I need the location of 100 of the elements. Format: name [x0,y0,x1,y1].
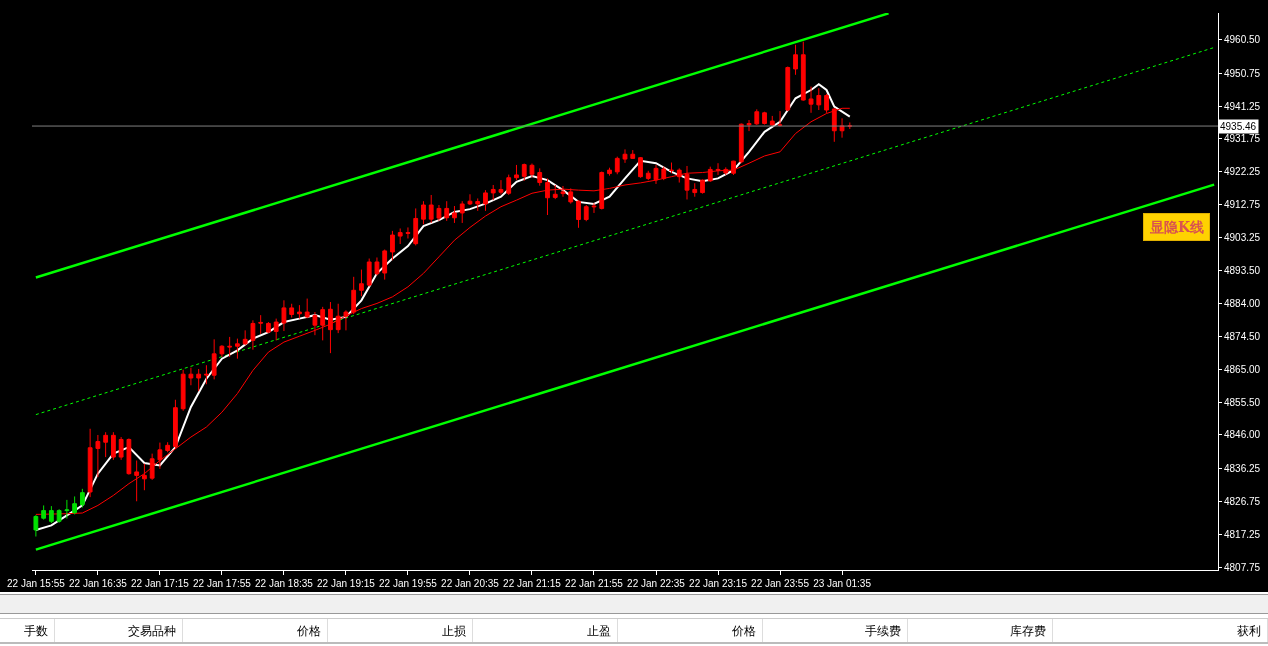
candlestick [754,108,760,126]
y-tick-label: 4855.50 [1224,396,1261,408]
candlestick [56,508,62,524]
y-tick-label: 4912.75 [1224,198,1261,210]
candlestick [707,166,713,183]
text: 止损 [328,619,473,642]
candlestick [421,200,426,225]
y-tick-label: 4807.75 [1224,561,1261,573]
candlestick [638,156,643,179]
candlestick [366,258,372,287]
candlestick [552,184,558,200]
candlestick [545,177,550,216]
y-tick-label: 4960.50 [1224,34,1261,46]
candlestick [79,488,85,508]
candlestick [297,304,302,320]
candlestick [452,205,457,224]
candlestick [793,44,798,76]
x-tick-label: 22 Jan 17:15 [130,578,190,589]
candlestick [653,164,659,185]
candlestick [467,193,473,206]
candlestick [320,306,326,341]
y-tick-label: 4817.25 [1224,528,1261,540]
candlestick [397,227,403,245]
candlestick [304,298,310,319]
candlestick [607,167,612,177]
candlestick [514,164,519,181]
candlestick [390,230,395,261]
candlestick [33,514,39,537]
candlestick [359,269,364,297]
y-tick-label: 4950.75 [1224,67,1261,79]
candlestick [413,207,419,246]
candlestick [149,453,155,481]
candlestick [188,367,194,386]
candlestick [475,197,481,212]
candlestick [258,314,264,335]
candlestick [242,329,248,346]
annotation: 显隐K线 [1149,219,1205,235]
candlestick [173,399,178,450]
x-tick-label: 22 Jan 18:35 [255,578,314,589]
candlestick [211,338,217,380]
x-tick-label: 22 Jan 15:55 [6,578,66,589]
candlestick [715,162,721,176]
text: 库存费 [908,619,1053,642]
candlestick [48,505,54,524]
candlestick [459,200,465,224]
candlestick [800,41,806,102]
candlestick [692,182,698,198]
y-tick-label: 4941.25 [1224,100,1261,112]
text: 价格 [183,619,328,642]
candlestick [41,504,47,521]
text: 交易品种 [55,619,183,642]
candlestick [591,202,597,214]
candlestick [134,460,140,502]
candlestick [165,441,171,453]
candlestick [273,318,279,341]
candlestick [250,319,256,351]
candlestick [645,170,651,181]
candlestick [622,148,628,164]
x-tick-label: 22 Jan 16:35 [68,578,128,589]
candlestick [583,204,589,222]
ref-line-label: 4935.46 [1220,121,1257,132]
candlestick [599,171,605,210]
candlestick [428,194,434,224]
candlestick [444,200,450,222]
candlestick [142,463,147,491]
candlestick [180,369,186,412]
candlestick [529,163,535,178]
candlestick [103,431,109,458]
candlestick [281,299,287,332]
candlestick [335,303,341,334]
candlestick [676,167,682,184]
candlestick [576,199,581,229]
candlestick [235,338,240,360]
text: 获利 [1053,619,1268,642]
candlestick [64,499,70,520]
y-tick-label: 4884.00 [1224,298,1261,310]
candlestick [289,303,295,319]
x-tick-label: 22 Jan 23:15 [689,578,748,589]
candlestick [157,442,163,470]
candlestick [328,301,333,354]
candlestick [351,276,357,315]
candlestick [95,434,101,478]
candlestick [266,321,271,334]
candlestick [521,163,527,182]
candlestick [700,178,705,195]
candlestick [483,189,488,212]
candlestick [110,431,116,461]
candlestick [126,437,132,476]
candlestick [661,166,667,181]
candlestick [196,368,202,392]
x-tick-label: 22 Jan 19:15 [317,578,376,589]
candlestick [537,167,543,187]
candlestick [723,166,729,176]
y-tick-label: 4922.25 [1224,166,1261,178]
x-tick-label: 22 Jan 19:55 [379,578,438,589]
candlestick [436,204,442,222]
x-tick-label: 22 Jan 17:55 [193,578,252,589]
candlestick [343,309,349,331]
candlestick [746,119,752,132]
y-tick-label: 4836.25 [1224,463,1261,475]
